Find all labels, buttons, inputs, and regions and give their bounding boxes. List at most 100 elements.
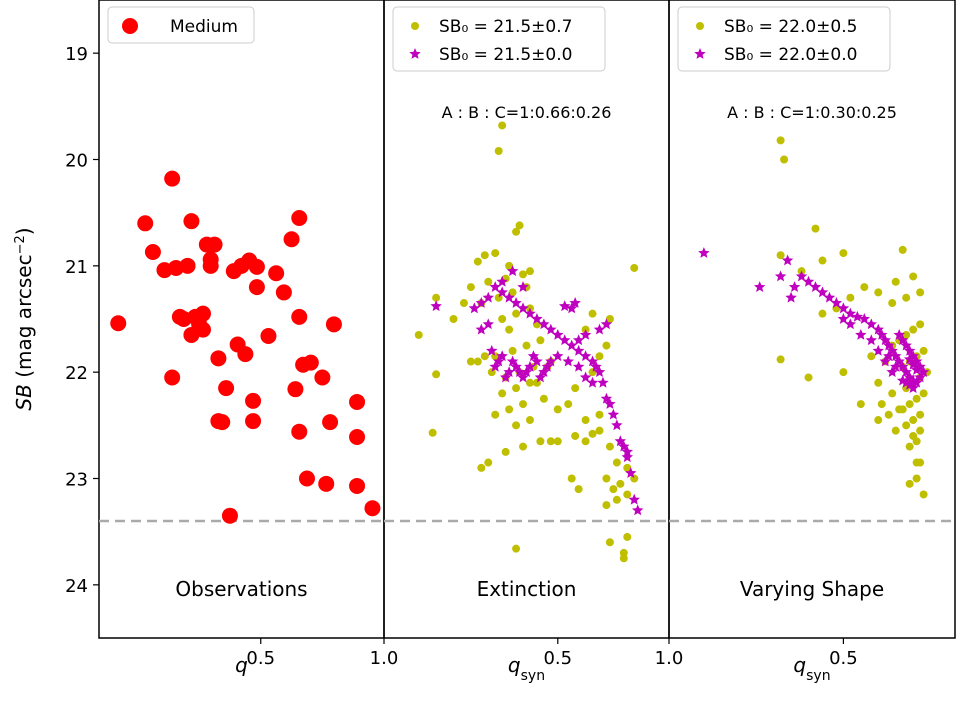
data-point-1-1-65: [593, 323, 606, 335]
data-point-1-1-49: [486, 344, 498, 356]
data-point-2-1-53: [837, 313, 850, 324]
data-point-2-0-36: [909, 416, 918, 425]
data-point-0-0-6: [318, 475, 335, 492]
data-point-0-0-21: [245, 392, 262, 409]
data-point-0-0-52: [110, 315, 127, 332]
data-point-2-0-49: [804, 373, 813, 382]
data-point-0-0-20: [248, 279, 265, 296]
data-point-2-0-58: [877, 400, 886, 409]
data-point-1-0-57: [616, 479, 625, 488]
data-point-2-1-48: [879, 355, 891, 367]
data-point-1-0-90: [449, 315, 458, 323]
data-point-1-1-4: [621, 451, 633, 463]
legend-marker-2-1: [694, 48, 706, 59]
data-point-2-0-10: [916, 288, 925, 297]
data-point-1-1-10: [600, 392, 613, 404]
data-point-2-0-14: [860, 283, 869, 292]
data-point-1-1-1: [628, 493, 640, 505]
data-point-2-0-45: [919, 490, 928, 499]
data-point-2-0-7: [898, 245, 907, 254]
panel-frame-2: [668, 0, 956, 639]
data-point-0-0-35: [202, 257, 219, 274]
data-point-1-0-53: [605, 442, 614, 451]
legend-text-1-1: SB₀ = 21.5±0.0: [439, 45, 572, 65]
data-point-1-0-46: [477, 463, 486, 472]
data-point-1-0-41: [428, 428, 437, 437]
data-point-1-0-77: [553, 405, 562, 414]
data-point-0-0-45: [171, 308, 188, 325]
data-point-1-0-76: [564, 400, 573, 409]
data-point-1-0-67: [512, 544, 521, 553]
data-point-1-0-42: [536, 437, 545, 446]
data-point-0-0-7: [314, 369, 331, 386]
data-point-1-1-19: [552, 328, 564, 340]
x-axis-label-1: qsyn: [508, 653, 545, 684]
data-point-1-1-22: [531, 313, 543, 324]
data-point-1-0-33: [512, 384, 521, 393]
legend-marker-2-0: [696, 22, 704, 30]
data-point-1-0-68: [630, 263, 639, 272]
data-point-1-1-56: [482, 318, 494, 330]
data-point-1-1-58: [430, 300, 442, 312]
data-point-1-1-17: [565, 339, 578, 351]
data-point-1-0-18: [512, 309, 521, 318]
data-point-0-0-49: [156, 262, 173, 279]
data-point-0-0-48: [164, 170, 181, 187]
data-point-0-0-17: [268, 265, 285, 282]
panel-label-1: Extinction: [477, 577, 577, 601]
x-axis-label-main-1: q: [508, 653, 521, 677]
data-point-1-1-63: [552, 350, 564, 362]
y-tick-label-3: 22: [65, 363, 88, 384]
data-point-1-0-35: [539, 394, 548, 403]
data-point-1-1-6: [614, 435, 627, 447]
data-point-1-0-56: [602, 474, 611, 483]
panel-label-0: Observations: [175, 577, 307, 601]
data-point-2-0-52: [867, 352, 876, 361]
legend-box-2: [677, 6, 891, 72]
data-point-1-0-21: [505, 325, 514, 334]
data-point-2-0-17: [818, 309, 827, 318]
data-point-1-0-88: [466, 283, 475, 292]
data-point-2-1-41: [896, 374, 909, 386]
data-point-0-0-27: [225, 263, 242, 280]
data-point-2-1-25: [837, 302, 850, 314]
data-point-1-0-87: [473, 357, 482, 366]
data-point-2-1-30: [802, 275, 815, 287]
x-tick-label-1-1: 1.0: [370, 648, 399, 669]
legend-text-0-0: Medium: [170, 17, 238, 37]
data-point-1-0-66: [605, 538, 614, 547]
data-point-1-1-0: [632, 504, 644, 516]
y-tick-label-5: 24: [65, 576, 88, 597]
data-point-2-0-1: [780, 155, 789, 164]
data-point-1-1-15: [579, 350, 592, 362]
panel-label-2: Varying Shape: [740, 577, 884, 601]
data-point-0-0-3: [349, 477, 366, 494]
data-point-1-0-0: [498, 121, 507, 130]
data-point-0-0-4: [325, 316, 342, 333]
data-point-1-1-48: [489, 360, 501, 372]
data-point-2-0-46: [874, 416, 883, 425]
data-point-1-0-86: [480, 352, 489, 361]
data-point-0-0-26: [229, 336, 246, 353]
data-point-0-0-2: [349, 429, 366, 446]
data-point-1-1-37: [527, 350, 540, 362]
data-point-1-0-55: [623, 463, 632, 472]
data-point-1-0-31: [432, 370, 441, 379]
x-tick-label-2-1: 1.0: [655, 648, 684, 669]
data-point-2-0-4: [818, 256, 827, 265]
data-point-0-0-50: [144, 244, 161, 261]
data-point-2-1-44: [903, 353, 916, 365]
data-point-2-1-22: [858, 313, 871, 324]
data-point-1-0-38: [491, 410, 500, 419]
data-point-1-0-37: [505, 405, 514, 414]
data-point-2-0-50: [776, 355, 785, 364]
data-point-1-0-58: [609, 485, 618, 494]
data-point-1-0-79: [595, 410, 604, 419]
y-axis-label-sb: SB: [12, 384, 36, 410]
data-point-1-1-43: [506, 355, 519, 367]
data-point-1-0-51: [588, 429, 597, 438]
data-point-1-0-47: [571, 431, 580, 440]
data-point-1-1-57: [475, 323, 488, 335]
data-point-2-1-40: [900, 376, 912, 388]
data-point-0-0-1: [349, 393, 366, 410]
